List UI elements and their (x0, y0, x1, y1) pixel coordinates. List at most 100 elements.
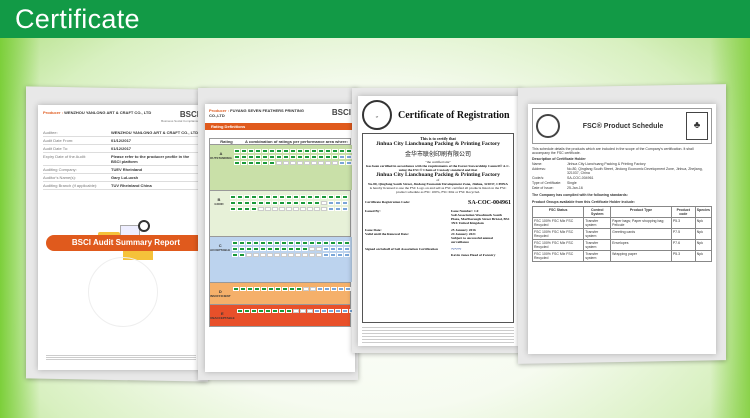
level-name: ACCEPTABLE (210, 248, 231, 252)
certify-text: This is to certify that (420, 136, 456, 141)
certified-text: has been certified in accordance with th… (366, 164, 510, 172)
certificate-title: Certificate of Registration (398, 109, 510, 121)
column-header: FSC Status (531, 206, 585, 218)
table-cell: Transfer system (583, 239, 612, 251)
holder-field: Address: No.80, Qingfang South Street, Ji… (532, 167, 703, 175)
table-cell: FSC 100% FSC Mix FSC Recycled (531, 228, 585, 240)
code-label: Certificate Registration Code: (365, 200, 411, 204)
level-name: OUTSTANDING (210, 156, 232, 160)
company-name-cn: 金华市联创印刷有限公司 (404, 152, 471, 158)
company-name: Jinhua City Lianchuang Packing & Printin… (375, 141, 501, 147)
table-cell: Transfer system (583, 217, 612, 229)
level-letter: D (218, 289, 222, 294)
level-name: GOOD (214, 202, 224, 206)
column-header: Product code (670, 206, 696, 218)
site-text: "the certified site" (425, 160, 451, 164)
table-row: FSC 100% FSC Mix FSC Recycled Transfer sy… (531, 217, 713, 229)
issue-date-label: Issue Date: (365, 228, 382, 232)
level-name: UNACCEPTABLE (210, 316, 235, 320)
issued-by-label: Issued By: (365, 209, 381, 213)
rating-grid (230, 207, 348, 211)
level-letter: B (217, 197, 221, 202)
info-row: Auditing Branch (if applicable): TUV Rhei… (43, 182, 199, 190)
table-cell: Envelopes (610, 239, 672, 251)
rating-grid (236, 309, 355, 313)
table-cell: Paper bags; Paper shopping bag; Pelicule (610, 217, 672, 229)
table-row: FSC 100% FSC Mix FSC Recycled Transfer sy… (531, 239, 713, 251)
rating-grid (230, 195, 348, 199)
rating-level-b: B GOOD (209, 191, 351, 237)
column-header: Product Type (610, 206, 672, 218)
column-header: Control System (583, 206, 612, 218)
fsc-tree-logo: ♣ (686, 112, 708, 140)
woodmark-seal (536, 114, 560, 138)
rating-grid (232, 287, 351, 291)
rating-level-d: D INSUFFICIENT (209, 283, 351, 305)
table-cell: P7.6 (670, 239, 696, 251)
signature: ~~~ (451, 247, 462, 253)
holder-field: Type of Certificate: Single (532, 181, 577, 185)
producer-label: Producer : (209, 108, 230, 113)
rating-definitions-document[interactable]: Producer : FUYANG SEVEN FEATHERS PRINTIN… (205, 104, 355, 372)
rating-grid (233, 161, 352, 165)
producer-name: WENZHOU YANLONG ART & CRAFT CO., LTD (64, 110, 152, 115)
schedule-title: FSC® Product Schedule (582, 122, 664, 130)
fsc-product-schedule[interactable]: FSC® Product Schedule ♣ This schedule de… (528, 104, 716, 354)
complied-text: The Company has complied with the follow… (532, 193, 628, 197)
logo-subtitle: Business Social Compliance (161, 119, 199, 123)
info-row: Auditor's Name(s): Gary LuLuosh (43, 174, 199, 182)
license-text: is hereby licensed to use the FSC Logo o… (369, 186, 507, 194)
of-text: of (436, 178, 440, 182)
product-table: FSC Status Control System Product Type Prod… (531, 206, 713, 262)
registration-code: SA-COC-004961 (468, 200, 511, 206)
table-cell: FSC 100% FSC Mix FSC Recycled (531, 250, 585, 262)
level-letter: E (220, 311, 224, 316)
table-row: FSC 100% FSC Mix FSC Recycled Transfer sy… (531, 228, 713, 240)
audit-info-table: Auditee: WENZHOU YANLONG ART & CRAFT CO.,… (43, 129, 199, 190)
page-title: Certificate (15, 4, 140, 34)
report-title-banner: BSCI Audit Summary Report (46, 235, 204, 251)
table-cell: P5.3 (670, 217, 696, 229)
company-name-2: Jinhua City Lianchuang Packing & Printin… (375, 172, 501, 178)
info-row: Auditing Company: TUEV Rheinland (43, 166, 199, 174)
holder-field: Name: Jinhua City Lianchuang Packing & Pr… (532, 162, 646, 166)
valid-date: 24 January 2021 (451, 232, 476, 236)
signer: Kevin Jones Head of Forestry (451, 253, 496, 257)
col-combination: A combination of ratings per performance… (245, 139, 348, 144)
table-cell: P7.5 (670, 228, 696, 240)
certificate-of-registration[interactable]: ⟳ Certificate of Registration This is to… (358, 96, 518, 346)
rating-level-e: E UNACCEPTABLE (209, 305, 355, 327)
table-cell: P5.3 (670, 250, 696, 262)
bsci-audit-document[interactable]: Producer : WENZHOU YANLONG ART & CRAFT C… (38, 105, 204, 370)
table-cell: Transfer system (583, 250, 612, 262)
bsci-logo: BSCI (331, 108, 351, 117)
level-name: INSUFFICIENT (210, 294, 231, 298)
issue-date: 25 January 2016 (451, 228, 476, 232)
column-header: Species (694, 206, 713, 218)
level-letter: A (219, 151, 223, 156)
intro-text: This schedule details the products which… (532, 147, 694, 155)
info-row: Audit Date From: 01/12/2017 (43, 137, 199, 145)
table-cell: Npk (694, 228, 713, 240)
info-row: Expiry Date of the Audit: Please refer to… (43, 153, 199, 166)
table-cell: Greeting cards (610, 228, 672, 240)
col-rating: Rating (220, 139, 233, 144)
holder-field: Date of Issue: 25-Jan-16 (532, 186, 583, 190)
woodmark-seal: ⟳ (362, 100, 392, 130)
holder-field: Code/s: SA-COC-004961 (532, 176, 594, 180)
magnifier-icon (138, 220, 150, 232)
table-cell: FSC 100% FSC Mix FSC Recycled (531, 239, 585, 251)
rating-level-c: C ACCEPTABLE (209, 237, 353, 283)
desc-heading: Description of Certificate Holder (532, 157, 586, 161)
level-letter: C (218, 243, 222, 248)
subject-text: Subject to successful annual surveillanc… (451, 236, 493, 244)
bsci-logo: BSCI (179, 110, 199, 119)
rating-level-a: A OUTSTANDING (209, 145, 354, 191)
table-row: FSC 100% FSC Mix FSC Recycled Transfer sy… (531, 250, 713, 262)
issuer: Soil Association Woodmark South Plaza, M… (451, 213, 510, 225)
groups-heading: Product Groups available from this Certi… (532, 200, 635, 204)
info-row: Auditee: WENZHOU YANLONG ART & CRAFT CO.,… (43, 130, 199, 137)
rating-grid (233, 155, 352, 159)
page-header: Certificate (0, 0, 750, 38)
rating-grid (233, 149, 352, 153)
